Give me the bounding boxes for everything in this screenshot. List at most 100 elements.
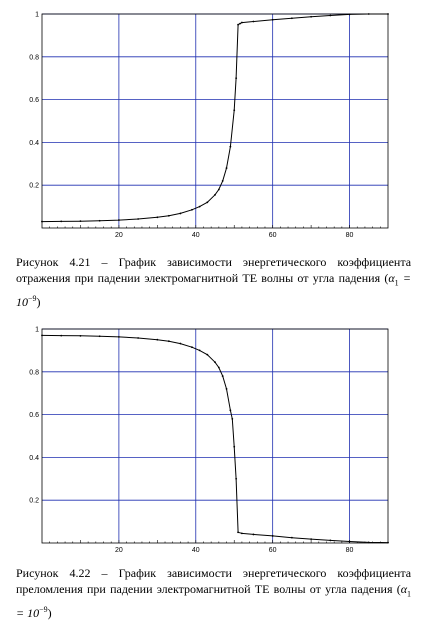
data-point — [252, 533, 255, 536]
data-point — [137, 218, 140, 220]
data-point — [60, 334, 63, 337]
y-tick-label: 1 — [35, 12, 39, 19]
data-point — [290, 536, 293, 539]
data-point — [191, 208, 193, 211]
x-tick-label: 80 — [346, 547, 354, 554]
data-point — [271, 18, 274, 21]
series-line — [41, 334, 389, 544]
figure-caption-4-21: Рисунок 4.21 – График зависимости энерге… — [16, 255, 412, 310]
data-point — [214, 361, 216, 364]
data-point — [310, 538, 313, 541]
data-point — [191, 346, 193, 349]
data-point — [167, 340, 170, 343]
x-tick-label: 60 — [269, 232, 277, 239]
y-tick-label: 0.8 — [29, 369, 39, 376]
caption-number: 4.21 — [69, 255, 91, 269]
refraction-chart: 20 40 60 80 0.2 0.4 0.6 0.8 1 — [29, 327, 389, 554]
data-point — [237, 531, 239, 534]
plot-frame — [41, 328, 389, 544]
data-point — [310, 15, 313, 18]
data-point — [225, 388, 228, 390]
y-tick-label: 0.6 — [29, 412, 39, 419]
data-point — [41, 220, 43, 223]
reflection-chart: 20 40 60 80 0.2 0.4 0.6 0.8 1 — [29, 12, 389, 239]
data-point — [235, 77, 238, 80]
caption-number: 4.22 — [69, 566, 91, 580]
y-tick-label: 1 — [35, 327, 39, 334]
data-point — [387, 541, 389, 544]
data-point — [241, 532, 243, 535]
data-point — [387, 13, 389, 15]
formula-symbol: α — [388, 271, 395, 285]
data-point — [329, 539, 332, 542]
data-point — [198, 205, 201, 208]
data-point — [206, 353, 209, 356]
x-tick-label: 80 — [346, 232, 354, 239]
data-point — [231, 417, 234, 420]
y-tick-label: 0.4 — [29, 140, 39, 147]
data-point — [179, 212, 182, 215]
data-point — [329, 14, 332, 17]
data-point — [79, 220, 82, 223]
formula-exponent: −9 — [28, 294, 37, 304]
formula-exponent: −9 — [39, 605, 48, 615]
data-point — [156, 338, 159, 341]
data-point — [206, 201, 209, 204]
formula-equals: = 10 — [16, 271, 411, 310]
data-point — [348, 540, 351, 543]
data-point — [117, 336, 120, 338]
data-point — [221, 180, 224, 182]
data-point — [233, 445, 236, 448]
figure-caption-4-22: Рисунок 4.22 – График зависимости энерге… — [16, 566, 412, 621]
data-point — [367, 541, 370, 544]
data-point — [221, 375, 224, 377]
x-tick-label: 40 — [192, 547, 200, 554]
x-tick-label: 60 — [269, 547, 277, 554]
formula-symbol: α — [400, 582, 408, 596]
data-point — [229, 409, 232, 412]
data-point — [214, 193, 216, 196]
caption-prefix: Рисунок — [16, 255, 59, 269]
data-point — [167, 214, 170, 217]
data-point — [60, 220, 63, 223]
caption-formula: α1 = 10−9 — [16, 582, 411, 620]
x-tick-label: 40 — [192, 232, 200, 239]
y-tick-label: 0.4 — [29, 455, 39, 462]
plot-frame — [41, 13, 389, 229]
data-point — [290, 17, 293, 20]
formula-subscript: 1 — [394, 278, 399, 288]
y-tick-label: 0.8 — [29, 54, 39, 61]
data-point — [198, 349, 201, 352]
data-point — [252, 20, 255, 23]
data-point — [217, 188, 220, 191]
series-line — [41, 13, 388, 223]
y-tick-label: 0.2 — [29, 183, 39, 190]
data-point — [367, 13, 370, 15]
formula-equals: = 10 — [16, 606, 40, 621]
caption-dash: – — [101, 566, 108, 580]
data-point — [348, 13, 351, 16]
caption-dash: – — [101, 255, 108, 269]
data-point — [179, 342, 182, 345]
x-tick-label: 20 — [115, 232, 123, 239]
data-point — [239, 22, 241, 25]
data-point — [217, 366, 220, 369]
data-point — [98, 219, 101, 222]
data-point — [233, 109, 236, 112]
y-tick-label: 0.2 — [29, 498, 39, 505]
caption-text: График зависимости энергетического коэфф… — [16, 255, 412, 285]
data-point — [225, 167, 228, 169]
caption-prefix: Рисунок — [16, 566, 59, 580]
y-tick-label: 0.6 — [29, 97, 39, 104]
data-point — [41, 334, 43, 337]
data-point — [235, 477, 238, 480]
caption-text: График зависимости энергетического коэфф… — [16, 566, 412, 596]
x-tick-label: 20 — [115, 547, 123, 554]
data-point — [137, 337, 140, 339]
data-point — [241, 21, 243, 24]
data-point — [79, 334, 82, 337]
formula-subscript: 1 — [407, 589, 412, 599]
data-point — [117, 219, 120, 221]
caption-formula: α1 = 10−9 — [16, 271, 411, 309]
data-point — [98, 335, 101, 338]
